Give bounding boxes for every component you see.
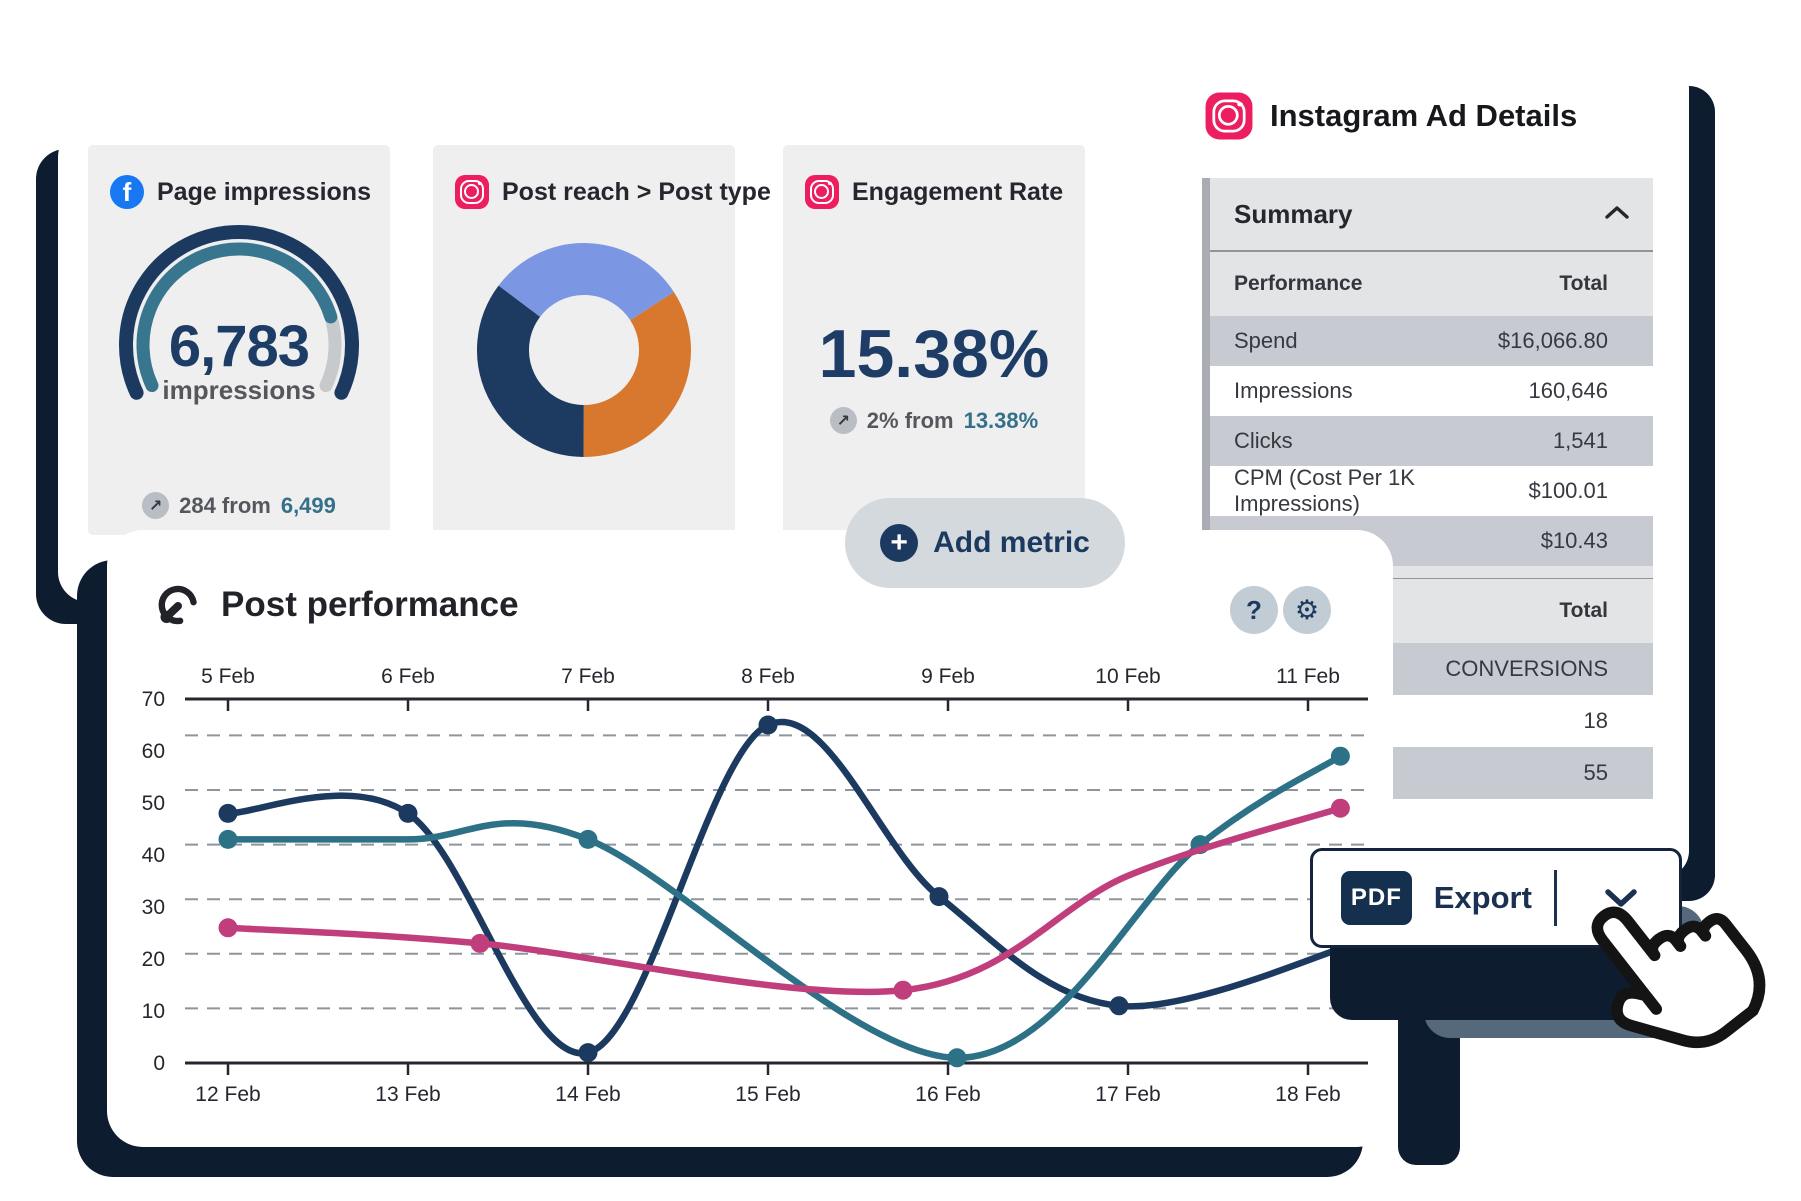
card-header: Engagement Rate [805, 175, 1065, 209]
card-header: Post reach > Post type [455, 175, 771, 209]
arrow-up-right-icon: ↗ [829, 407, 857, 434]
help-button[interactable]: ? [1230, 586, 1278, 634]
settings-button[interactable]: ⚙ [1283, 586, 1331, 634]
svg-text:30: 30 [142, 896, 165, 919]
row-value: $10.43 [1540, 527, 1608, 553]
line-chart: 5 Feb 6 Feb 7 Feb 8 Feb 9 Feb 10 Feb 11 Feb 12 … [142, 665, 1375, 1106]
facebook-icon: f [110, 175, 144, 209]
svg-text:60: 60 [142, 740, 165, 763]
svg-text:20: 20 [142, 948, 165, 971]
summary-section-header[interactable]: Summary [1202, 178, 1653, 250]
svg-text:14 Feb: 14 Feb [555, 1083, 620, 1106]
svg-text:7 Feb: 7 Feb [561, 665, 615, 688]
row-value: 1,541 [1552, 427, 1608, 453]
svg-text:18 Feb: 18 Feb [1275, 1083, 1340, 1106]
speedometer-icon [158, 585, 197, 625]
delta-value: 13.38% [963, 407, 1039, 433]
delta-text: 284 from [179, 492, 271, 518]
svg-text:40: 40 [142, 844, 165, 867]
row-label: Impressions [1234, 377, 1353, 403]
card-header: f Page impressions [110, 175, 371, 209]
arrow-up-right-icon: ↗ [142, 492, 170, 519]
column-header: Total [1559, 599, 1608, 622]
row-value: CONVERSIONS [1445, 656, 1608, 681]
card-title: Page impressions [157, 177, 371, 206]
table-body: Spend $16,066.80 Impressions 160,646 Clicks 1… [1202, 315, 1653, 566]
table-row: CPM (Cost Per 1K Impressions) $100.01 [1202, 464, 1653, 516]
add-metric-button[interactable]: + Add metric [845, 498, 1125, 588]
svg-text:13 Feb: 13 Feb [375, 1083, 440, 1106]
post-performance-card: Post performance ? ⚙ 5 Feb 6 Feb 7 Feb 8 Fe… [107, 530, 1393, 1147]
metric-card-engagement-rate: Engagement Rate 15.38% ↗ 2% from 13.38% [783, 145, 1085, 535]
row-label: Clicks [1234, 427, 1293, 453]
svg-text:12 Feb: 12 Feb [195, 1083, 260, 1106]
svg-text:11 Feb: 11 Feb [1276, 665, 1340, 688]
column-header: Total [1559, 271, 1608, 295]
section-title: Summary [1234, 198, 1353, 229]
metric-card-page-impressions: f Page impressions 6,783 impressions ↗ 2… [88, 145, 390, 535]
svg-text:5 Feb: 5 Feb [201, 665, 255, 688]
metrics-panel: f Page impressions 6,783 impressions ↗ 2… [58, 127, 1133, 602]
chart-header: Post performance [155, 582, 519, 628]
svg-text:50: 50 [142, 792, 165, 815]
svg-text:8 Feb: 8 Feb [741, 665, 795, 688]
plus-icon: + [880, 524, 919, 562]
divider [1553, 870, 1557, 926]
metric-card-post-reach: Post reach > Post type [433, 145, 771, 535]
chart-title: Post performance [221, 585, 519, 624]
row-value: 18 [1583, 708, 1608, 733]
card-title: Post reach > Post type [502, 177, 771, 206]
divider [1202, 577, 1653, 579]
delta-value: 6,499 [280, 492, 336, 518]
svg-text:10: 10 [142, 1000, 165, 1023]
row-label: CPM (Cost Per 1K Impressions) [1234, 464, 1415, 516]
panel-header: Instagram Ad Details [1205, 92, 1578, 140]
divider [1202, 250, 1653, 252]
table-row: Impressions 160,646 [1202, 365, 1653, 416]
add-metric-label: Add metric [933, 526, 1090, 559]
gear-icon: ⚙ [1294, 594, 1320, 626]
panel-title: Instagram Ad Details [1270, 98, 1578, 133]
svg-text:0: 0 [153, 1052, 165, 1075]
svg-text:6 Feb: 6 Feb [381, 665, 435, 688]
instagram-icon [455, 175, 489, 209]
gauge-unit-label: impressions [162, 375, 316, 405]
delta-row: ↗ 2% from 13.38% [783, 407, 1085, 434]
export-label: Export [1433, 880, 1532, 915]
row-label: Spend [1234, 327, 1298, 353]
chevron-down-icon[interactable] [1605, 888, 1637, 908]
donut-chart [477, 243, 691, 457]
svg-text:17 Feb: 17 Feb [1095, 1083, 1160, 1106]
delta-text: 2% from [866, 407, 954, 433]
svg-text:16 Feb: 16 Feb [915, 1083, 980, 1106]
instagram-icon [1205, 92, 1253, 140]
delta-row: ↗ 284 from 6,499 [88, 492, 390, 519]
svg-text:10 Feb: 10 Feb [1095, 665, 1160, 688]
row-value: $16,066.80 [1497, 327, 1608, 353]
row-value: $100.01 [1528, 477, 1608, 503]
table-row: Spend $16,066.80 [1202, 315, 1653, 366]
table-row: Clicks 1,541 [1202, 415, 1653, 466]
chevron-up-icon [1605, 205, 1629, 224]
table-accent-stripe [1202, 178, 1210, 799]
row-value: 160,646 [1528, 377, 1608, 403]
row-value: 55 [1583, 760, 1608, 785]
question-icon: ? [1246, 594, 1262, 625]
svg-text:15 Feb: 15 Feb [735, 1083, 800, 1106]
table-column-headers: Performance Total [1202, 251, 1653, 316]
gauge-chart [119, 225, 359, 400]
column-header: Performance [1234, 271, 1363, 295]
card-title: Engagement Rate [852, 177, 1064, 206]
pdf-badge: PDF [1341, 871, 1412, 925]
kpi-value: 15.38% [818, 316, 1050, 392]
gauge-value: 6,783 [168, 314, 310, 379]
instagram-icon [805, 175, 839, 209]
svg-text:9 Feb: 9 Feb [921, 665, 975, 688]
svg-text:70: 70 [142, 688, 165, 711]
hand-cursor-icon [1591, 906, 1766, 1049]
